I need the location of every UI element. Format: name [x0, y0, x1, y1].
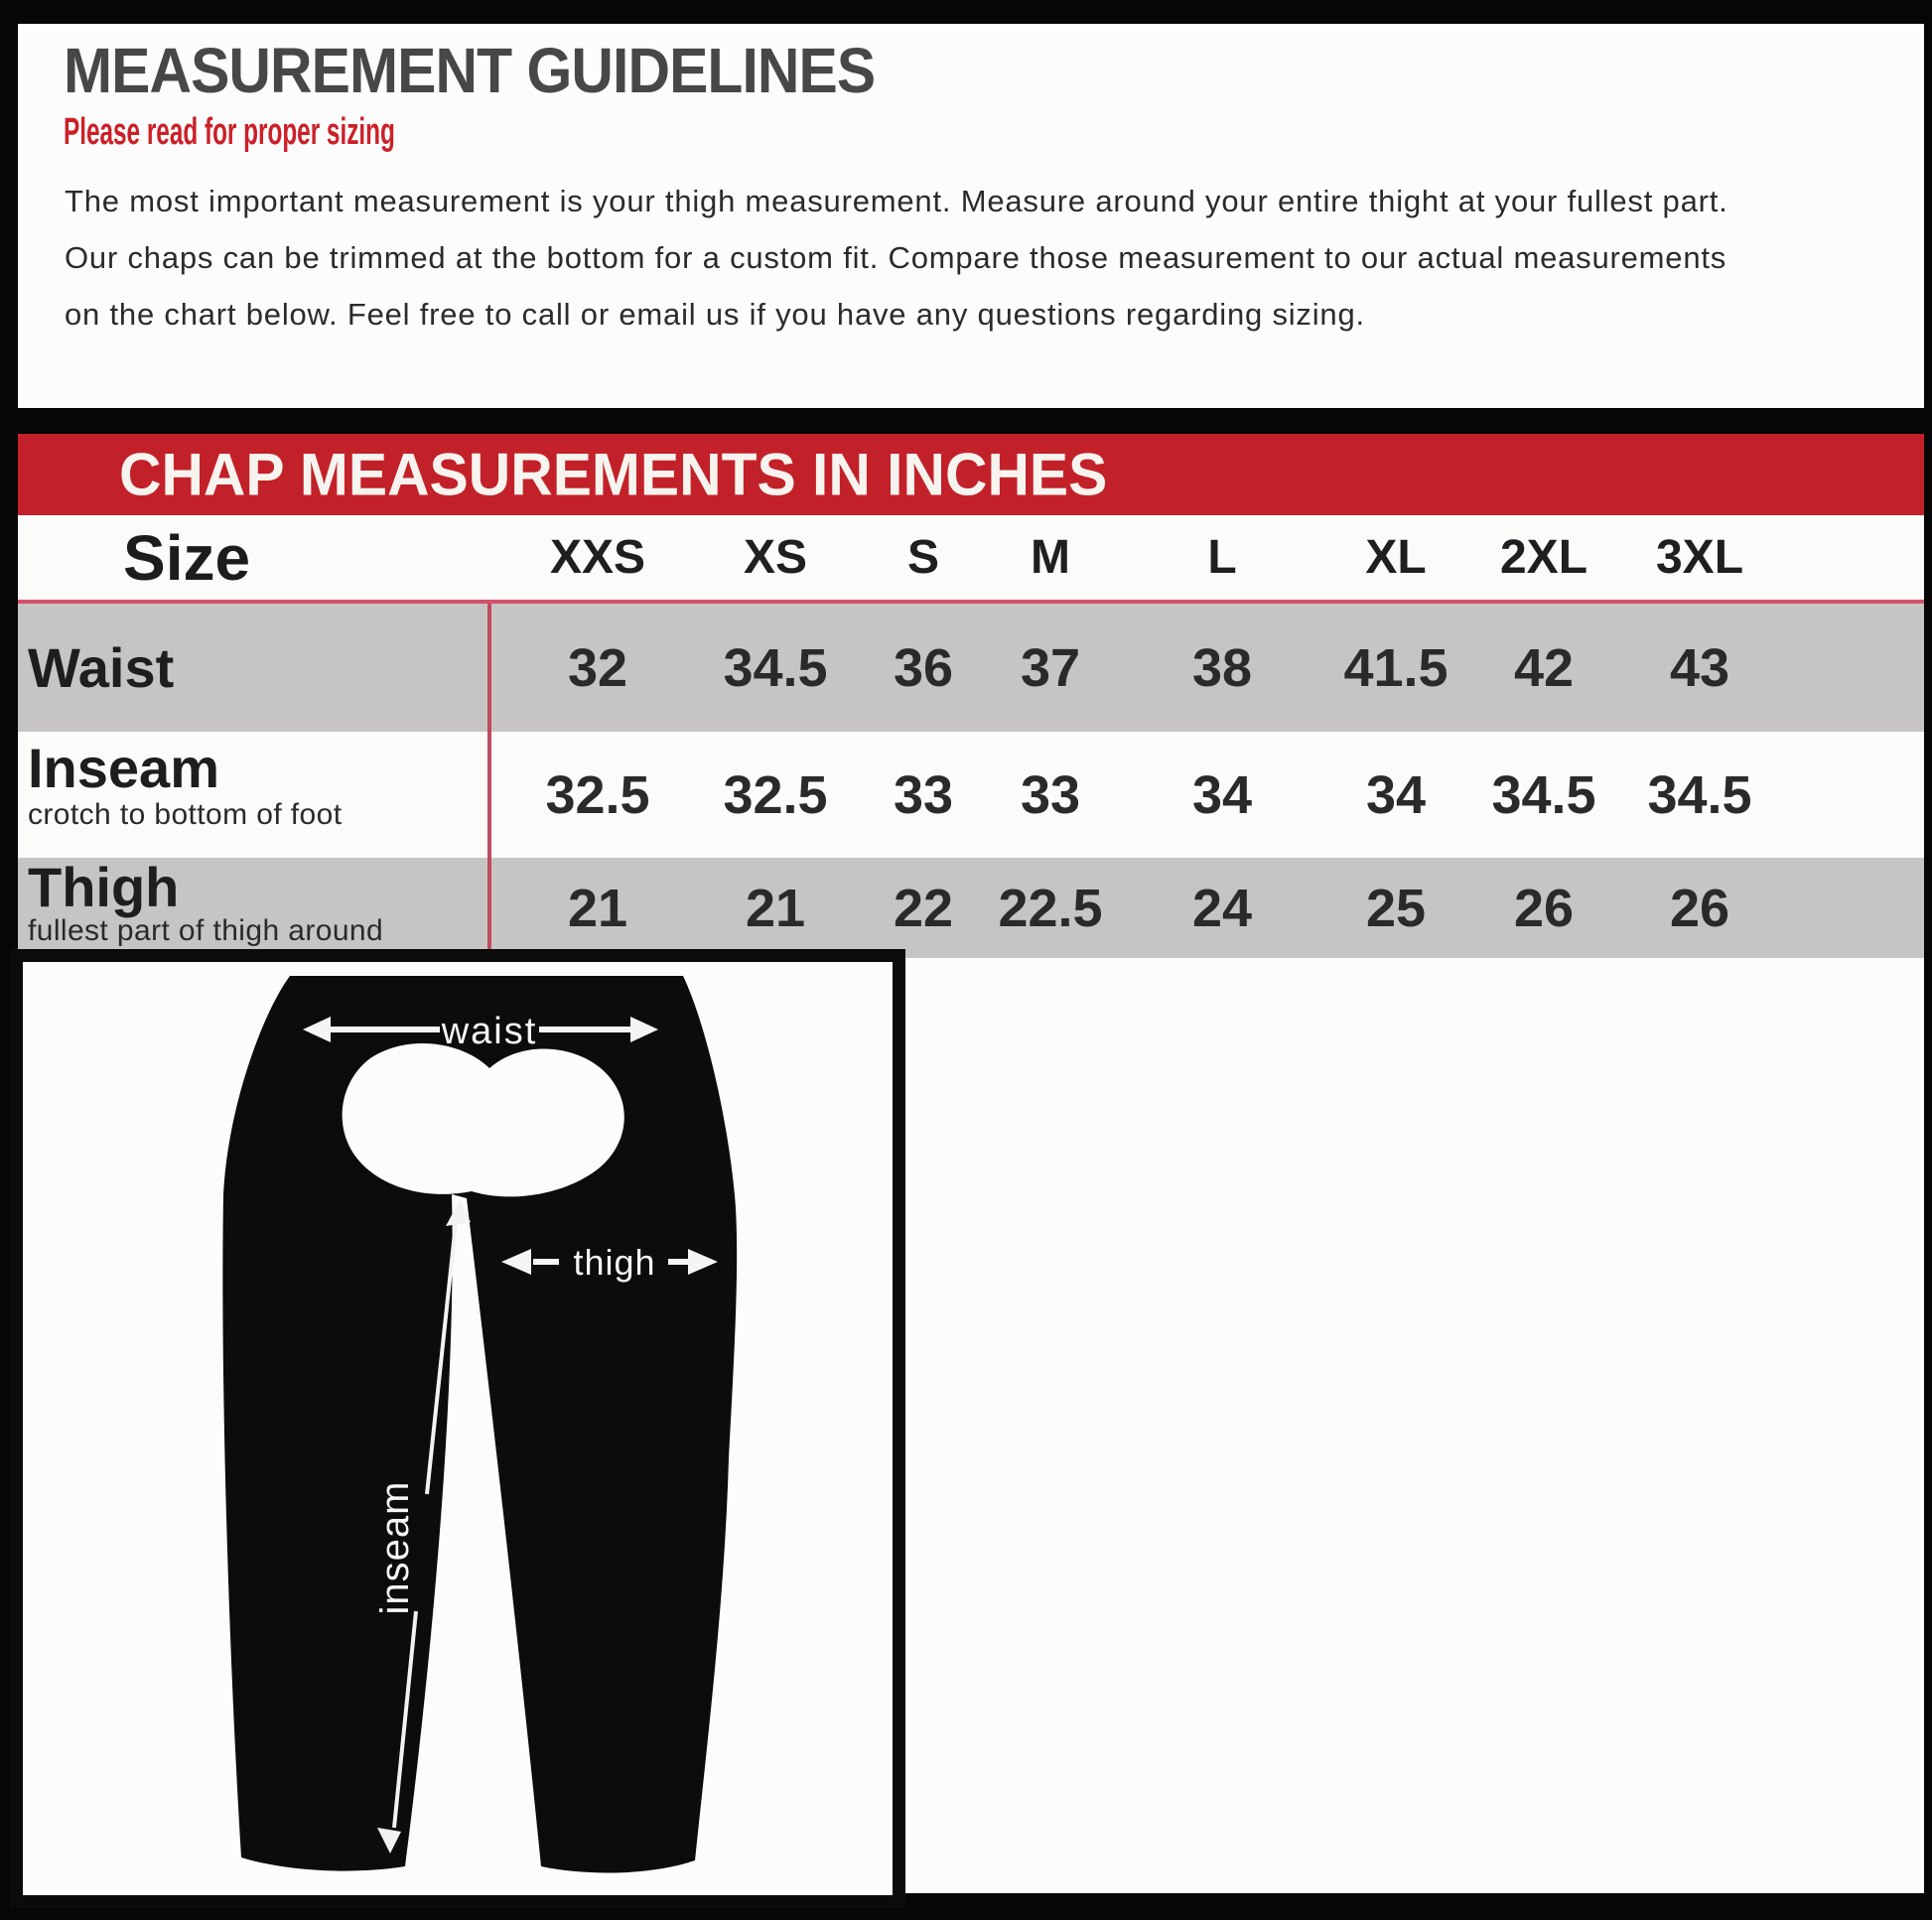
header-underline	[18, 600, 1924, 604]
waist-value: 34.5	[723, 637, 828, 698]
thigh-value: 26	[1669, 878, 1730, 938]
table-banner: CHAP MEASUREMENTS IN INCHES	[18, 434, 1924, 515]
size-chart-table: Size XXS XS S M L XL 2XL 3XL Waist 32 34…	[18, 515, 1924, 958]
size-header-l: L	[1207, 531, 1237, 584]
waist-value: 36	[893, 637, 954, 698]
waist-arrow-label: waist	[441, 1011, 538, 1052]
thigh-arrow-label: thigh	[573, 1242, 655, 1283]
page-subtitle: Please read for proper sizing	[64, 111, 395, 153]
guidelines-panel: MEASUREMENT GUIDELINES Please read for p…	[18, 24, 1924, 408]
thigh-sublabel: fullest part of thigh around	[28, 914, 384, 947]
size-header-xs: XS	[743, 531, 808, 584]
table-banner-title: CHAP MEASUREMENTS IN INCHES	[119, 441, 1108, 508]
thigh-value: 21	[567, 878, 628, 938]
thigh-value: 24	[1191, 878, 1253, 938]
waist-value: 38	[1191, 637, 1253, 698]
page-title: MEASUREMENT GUIDELINES	[64, 35, 876, 106]
inseam-sublabel: crotch to bottom of foot	[28, 798, 343, 831]
waist-arrow	[303, 1017, 658, 1042]
inseam-value: 32.5	[545, 764, 650, 825]
inseam-arrow-label: inseam	[373, 1481, 417, 1615]
seat-cutout	[342, 1043, 624, 1197]
inseam-arrow	[377, 1200, 471, 1853]
table-header-row: Size XXS XS S M L XL 2XL 3XL	[18, 515, 1924, 600]
inseam-value: 33	[893, 764, 954, 825]
chaps-silhouette	[222, 976, 738, 1873]
size-header-m: M	[1031, 531, 1070, 584]
waist-value: 43	[1669, 637, 1730, 698]
row-label-thigh: Thigh fullest part of thigh around	[28, 856, 384, 949]
inseam-label: Inseam	[28, 737, 219, 799]
table-row-thigh: Thigh fullest part of thigh around 21 21…	[18, 858, 1924, 958]
paragraph-line: Our chaps can be trimmed at the bottom f…	[65, 240, 1727, 275]
thigh-arrow	[501, 1249, 718, 1275]
size-header-3xl: 3XL	[1655, 531, 1744, 584]
waist-value: 37	[1020, 637, 1081, 698]
size-header-s: S	[906, 531, 940, 584]
row-label-waist: Waist	[28, 636, 175, 699]
chaps-diagram-box: waist thigh inseam	[10, 949, 905, 1908]
inseam-value: 34.5	[1491, 764, 1596, 825]
thigh-value: 22	[893, 878, 954, 938]
inseam-value: 34	[1365, 764, 1427, 825]
size-column-header: Size	[123, 521, 251, 594]
table-row-inseam: Inseam crotch to bottom of foot 32.5 32.…	[18, 732, 1924, 858]
chaps-diagram: waist thigh inseam	[222, 976, 738, 1873]
thigh-value: 26	[1513, 878, 1575, 938]
size-header-2xl: 2XL	[1499, 531, 1588, 584]
column-divider-line	[487, 604, 491, 958]
thigh-value: 22.5	[998, 878, 1103, 938]
size-header-xxs: XXS	[549, 531, 646, 584]
waist-value: 32	[567, 637, 628, 698]
guidelines-paragraph: The most important measurement is your t…	[65, 173, 1728, 343]
table-row-waist: Waist 32 34.5 36 37 38 41.5 42 43	[18, 604, 1924, 732]
inseam-value: 33	[1020, 764, 1081, 825]
inseam-value: 34.5	[1647, 764, 1752, 825]
paragraph-line: on the chart below. Feel free to call or…	[65, 297, 1365, 332]
inseam-value: 32.5	[723, 764, 828, 825]
size-header-xl: XL	[1365, 531, 1427, 584]
paragraph-line: The most important measurement is your t…	[65, 184, 1728, 218]
thigh-label: Thigh	[28, 856, 180, 918]
row-label-inseam: Inseam crotch to bottom of foot	[28, 740, 342, 833]
waist-value: 42	[1513, 637, 1575, 698]
thigh-value: 25	[1365, 878, 1427, 938]
inseam-value: 34	[1191, 764, 1253, 825]
thigh-value: 21	[745, 878, 806, 938]
blank-panel	[905, 958, 1924, 1893]
waist-value: 41.5	[1343, 637, 1449, 698]
